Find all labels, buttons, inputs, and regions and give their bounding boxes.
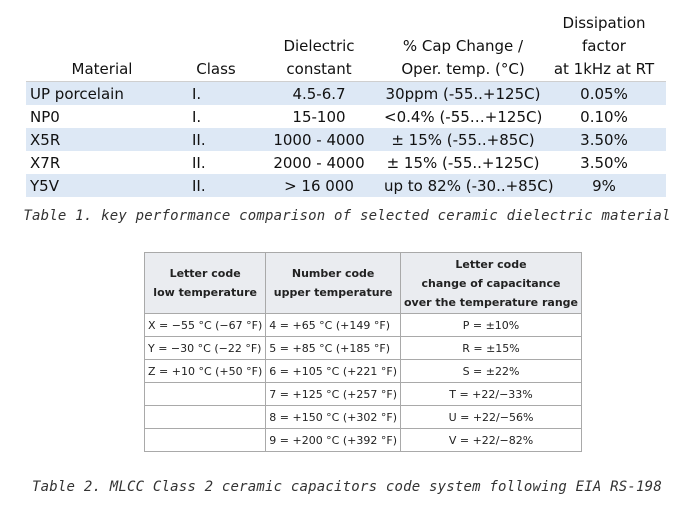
cell-cap-change: <0.4% (-55…+125C): [384, 107, 543, 126]
cell-material: NP0: [30, 107, 60, 126]
table2-caption: Table 2. MLCC Class 2 ceramic capacitors…: [32, 479, 662, 495]
table-header-row: Material Class Dielectric constant % Cap …: [26, 12, 666, 82]
cell-cap-change: ± 15% (-55..+125C): [386, 153, 540, 172]
table-row: X7R II. 2000 - 4000 ± 15% (-55..+125C) 3…: [26, 151, 666, 174]
cell-dissipation: 3.50%: [580, 153, 628, 172]
cell-material: X7R: [30, 153, 61, 172]
table-row: Y = −30 °C (−22 °F) 5 = +85 °C (+185 °F)…: [143, 336, 583, 360]
cell-class: I.: [178, 81, 254, 105]
cell-class: I.: [192, 107, 202, 126]
cell-dielectric: > 16 000: [254, 174, 384, 197]
cell-upper-temp: 4 = +65 °C (+149 °F): [265, 313, 401, 337]
cell-upper-temp: 6 = +105 °C (+221 °F): [265, 359, 401, 383]
header-letter-code-change: Letter code change of capacitance over the…: [399, 252, 583, 314]
table-header-row: Letter code low temperature Number code up…: [143, 252, 583, 314]
cell-dissipation: 0.05%: [542, 81, 666, 105]
cell-dielectric: 4.5-6.7: [254, 81, 384, 105]
cell-low-temp: [143, 428, 267, 452]
header-number-code-upper: Number code upper temperature: [265, 252, 401, 314]
cell-cap-change: up to 82% (-30..+85C): [384, 174, 554, 197]
cell-low-temp: Y = −30 °C (−22 °F): [143, 336, 267, 360]
cell-capacitance-change: R = ±15%: [399, 336, 583, 360]
header-dielectric-constant: Dielectric constant: [254, 12, 384, 82]
cell-dissipation: 9%: [542, 174, 666, 197]
cell-upper-temp: 8 = +150 °C (+302 °F): [265, 405, 401, 429]
cell-capacitance-change: S = ±22%: [399, 359, 583, 383]
table-row: 8 = +150 °C (+302 °F) U = +22/−56%: [143, 405, 583, 429]
cell-capacitance-change: V = +22/−82%: [399, 428, 583, 452]
table-row: UP porcelain I. 4.5-6.7 30ppm (-55..+125…: [26, 81, 666, 105]
table-row: 9 = +200 °C (+392 °F) V = +22/−82%: [143, 428, 583, 452]
cell-material: UP porcelain: [26, 81, 178, 105]
table-row: NP0 I. 15-100 <0.4% (-55…+125C) 0.10%: [26, 105, 666, 128]
header-cap-change: % Cap Change / Oper. temp. (°C): [384, 12, 542, 82]
cell-upper-temp: 5 = +85 °C (+185 °F): [265, 336, 401, 360]
cell-dissipation: 0.10%: [580, 107, 628, 126]
table-row: Y5V II. > 16 000 up to 82% (-30..+85C) 9…: [26, 174, 666, 197]
header-class: Class: [178, 12, 254, 82]
cell-cap-change: 30ppm (-55..+125C): [384, 81, 542, 105]
cell-dielectric: 1000 - 4000: [254, 128, 384, 151]
cell-class: II.: [178, 174, 254, 197]
table-row: 7 = +125 °C (+257 °F) T = +22/−33%: [143, 382, 583, 406]
table-row: X = −55 °C (−67 °F) 4 = +65 °C (+149 °F)…: [143, 313, 583, 337]
cell-dielectric: 2000 - 4000: [273, 153, 365, 172]
cell-capacitance-change: T = +22/−33%: [399, 382, 583, 406]
cell-capacitance-change: U = +22/−56%: [399, 405, 583, 429]
cell-low-temp: X = −55 °C (−67 °F): [143, 313, 267, 337]
cell-dissipation: 3.50%: [542, 128, 666, 151]
cell-low-temp: [143, 382, 267, 406]
cell-low-temp: [143, 405, 267, 429]
table-row: Z = +10 °C (+50 °F) 6 = +105 °C (+221 °F…: [143, 359, 583, 383]
table-row: X5R II. 1000 - 4000 ± 15% (-55..+85C) 3.…: [26, 128, 666, 151]
dielectric-comparison-table: Material Class Dielectric constant % Cap …: [26, 12, 666, 197]
header-dissipation-factor: Dissipation factor at 1kHz at RT: [542, 12, 666, 82]
cell-upper-temp: 7 = +125 °C (+257 °F): [265, 382, 401, 406]
cell-cap-change: ± 15% (-55..+85C): [384, 128, 542, 151]
header-letter-code-low: Letter code low temperature: [143, 252, 267, 314]
cell-capacitance-change: P = ±10%: [399, 313, 583, 337]
cell-class: II.: [192, 153, 206, 172]
cell-dielectric: 15-100: [292, 107, 346, 126]
cell-material: Y5V: [26, 174, 178, 197]
eia-code-table: Letter code low temperature Number code up…: [143, 252, 583, 452]
table1-caption: Table 1. key performance comparison of s…: [23, 208, 671, 224]
cell-upper-temp: 9 = +200 °C (+392 °F): [265, 428, 401, 452]
cell-material: X5R: [26, 128, 178, 151]
cell-low-temp: Z = +10 °C (+50 °F): [143, 359, 267, 383]
header-material: Material: [26, 12, 178, 82]
cell-class: II.: [178, 128, 254, 151]
